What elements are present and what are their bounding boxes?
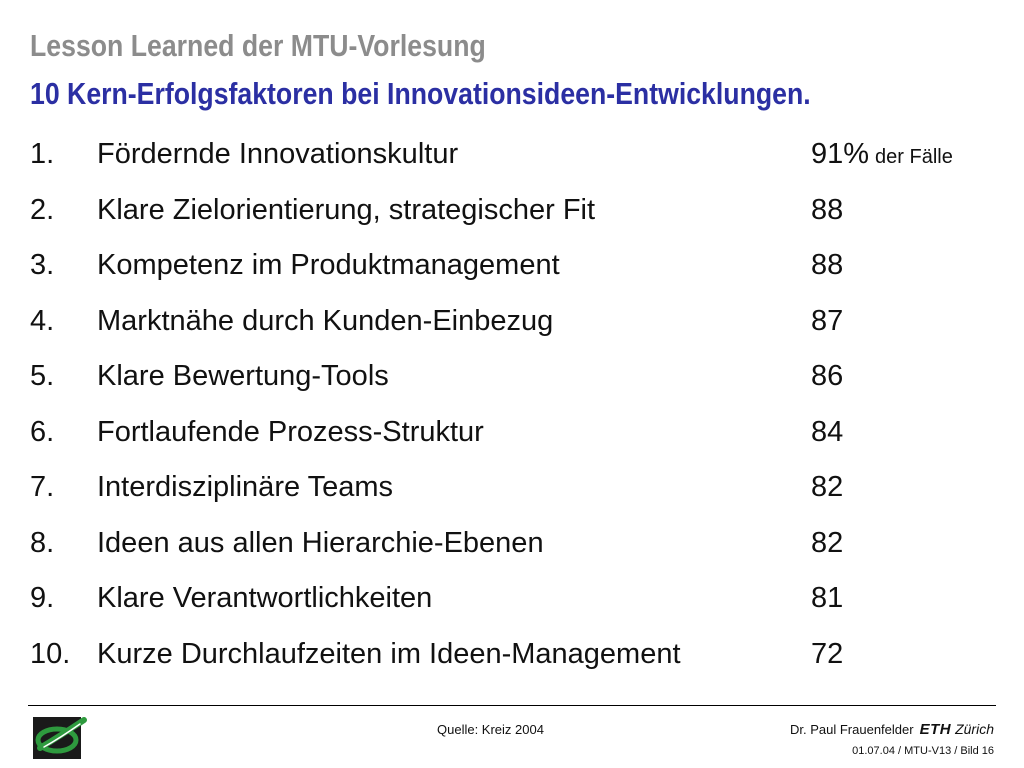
success-factor-list: 1. Fördernde Innovationskultur 91% der Fä… <box>0 132 1024 687</box>
item-label: Interdisziplinäre Teams <box>97 471 394 503</box>
slide-title: Lesson Learned der MTU-Vorlesung <box>30 28 486 63</box>
list-item: 7. Interdisziplinäre Teams 82 <box>0 465 1024 521</box>
slide-subtitle: 10 Kern-Erfolgsfaktoren bei Innovationsi… <box>30 76 811 111</box>
item-label: Klare Bewertung-Tools <box>97 360 389 392</box>
source-citation: Quelle: Kreiz 2004 <box>437 722 544 737</box>
list-item: 5. Klare Bewertung-Tools 86 <box>0 354 1024 410</box>
footer-divider <box>28 705 996 706</box>
item-number: 10. <box>30 637 71 670</box>
list-item: 8. Ideen aus allen Hierarchie-Ebenen 82 <box>0 521 1024 577</box>
item-value-number: 91% <box>811 138 870 170</box>
slide-info: 01.07.04 / MTU-V13 / Bild 16 <box>852 745 994 757</box>
item-label: Kompetenz im Produktmanagement <box>97 249 560 281</box>
list-item: 4. Marktnähe durch Kunden-Einbezug 87 <box>0 299 1024 355</box>
item-number: 5. <box>30 360 55 392</box>
item-value: 87 <box>811 304 844 337</box>
item-label: Ideen aus allen Hierarchie-Ebenen <box>97 526 544 559</box>
item-value: 84 <box>811 415 844 448</box>
item-value: 86 <box>811 360 844 392</box>
item-label: Klare Verantwortlichkeiten <box>97 582 433 614</box>
item-number: 9. <box>30 582 55 614</box>
author-line: Dr. Paul Frauenfelder ETH Zürich <box>790 721 994 738</box>
list-item: 6. Fortlaufende Prozess-Struktur 84 <box>0 410 1024 466</box>
item-label: Marktnähe durch Kunden-Einbezug <box>97 304 554 337</box>
item-value: 81 <box>811 582 844 614</box>
item-value: 72 <box>811 637 844 670</box>
item-value: 91% der Fälle <box>811 138 953 171</box>
item-label: Fördernde Innovationskultur <box>97 138 459 170</box>
mtu-logo-icon <box>33 717 87 759</box>
item-number: 6. <box>30 415 55 448</box>
item-label: Kurze Durchlaufzeiten im Ideen-Managemen… <box>97 637 681 670</box>
item-label: Fortlaufende Prozess-Struktur <box>97 415 484 448</box>
item-number: 3. <box>30 249 55 281</box>
list-item: 1. Fördernde Innovationskultur 91% der Fä… <box>0 132 1024 188</box>
list-item: 3. Kompetenz im Produktmanagement 88 <box>0 243 1024 299</box>
item-number: 2. <box>30 193 55 226</box>
item-label: Klare Zielorientierung, strategischer Fi… <box>97 193 596 226</box>
list-item: 2. Klare Zielorientierung, strategischer… <box>0 188 1024 244</box>
item-number: 7. <box>30 471 55 503</box>
list-item: 9. Klare Verantwortlichkeiten 81 <box>0 576 1024 632</box>
eth-city-text: Zürich <box>955 721 994 737</box>
item-value: 82 <box>811 471 844 503</box>
item-value: 82 <box>811 526 844 559</box>
item-number: 8. <box>30 526 55 559</box>
item-value: 88 <box>811 193 844 226</box>
item-number: 1. <box>30 138 55 170</box>
item-number: 4. <box>30 304 55 337</box>
list-item: 10. Kurze Durchlaufzeiten im Ideen-Manag… <box>0 632 1024 688</box>
author-name: Dr. Paul Frauenfelder <box>790 722 914 737</box>
item-value-suffix: der Fälle <box>875 146 953 168</box>
eth-logo-text: ETH <box>919 721 952 738</box>
item-value: 88 <box>811 249 844 281</box>
